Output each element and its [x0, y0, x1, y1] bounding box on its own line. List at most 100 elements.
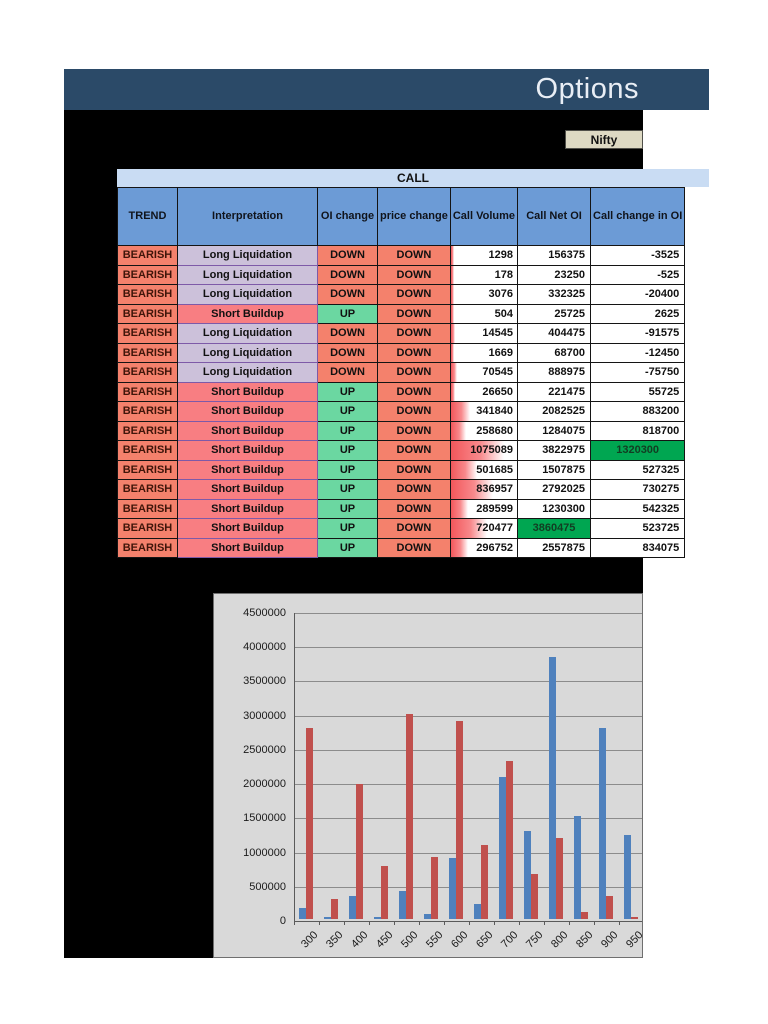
volume-databar [451, 519, 488, 538]
blue-bar [324, 917, 331, 919]
x-axis-category-label: 550 [423, 929, 445, 951]
red-bar [481, 845, 488, 919]
table-row: BEARISH Short Buildup UP DOWN 341840 2082525 8… [117, 401, 686, 422]
trend-cell: BEARISH [117, 362, 178, 383]
x-axis-category-label: 850 [573, 929, 595, 951]
call-net-oi-cell: 3860475 [517, 518, 592, 539]
trend-cell: BEARISH [117, 303, 178, 324]
call-volume-value: 501685 [476, 463, 514, 476]
call-net-oi-cell: 68700 [517, 342, 592, 363]
trend-cell: BEARISH [117, 420, 178, 441]
call-volume-cell: 341840 [449, 401, 519, 422]
blue-bar [424, 914, 431, 919]
volume-databar [451, 382, 456, 401]
blue-bar [524, 831, 531, 919]
call-net-oi-cell: 404475 [517, 323, 592, 344]
call-net-oi-cell: 1284075 [517, 420, 592, 441]
price-change-cell: DOWN [377, 264, 451, 285]
oi-change-cell: UP [317, 440, 378, 461]
x-axis-category-label: 800 [548, 929, 570, 951]
call-volume-cell: 1298 [449, 245, 519, 266]
call-change-in-oi-cell: -3525 [590, 245, 686, 266]
oi-change-cell: DOWN [317, 362, 378, 383]
interpretation-cell: Long Liquidation [177, 323, 318, 344]
y-axis-line [294, 613, 295, 921]
call-volume-value: 178 [494, 268, 514, 281]
call-net-oi-cell: 25725 [517, 303, 592, 324]
y-axis-tick-label: 2500000 [243, 743, 286, 756]
interpretation-cell: Long Liquidation [177, 284, 318, 305]
call-volume-cell: 296752 [449, 537, 519, 558]
x-axis-tick [569, 921, 570, 925]
price-change-cell: DOWN [377, 362, 451, 383]
red-bar [581, 912, 588, 919]
price-change-cell: DOWN [377, 323, 451, 344]
trend-cell: BEARISH [117, 537, 178, 558]
y-axis-tick-label: 4500000 [243, 607, 286, 619]
gridline [294, 886, 642, 888]
red-bar [306, 728, 313, 919]
call-table-body: BEARISH Long Liquidation DOWN DOWN 1298 15637… [117, 245, 686, 558]
column-header-call-net-oi: Call Net OI [517, 187, 592, 246]
table-row: BEARISH Short Buildup UP DOWN 289599 1230300 5… [117, 498, 686, 519]
call-volume-value: 26650 [482, 385, 514, 398]
x-axis-tick [594, 921, 595, 925]
call-volume-value: 504 [494, 307, 514, 320]
interpretation-cell: Short Buildup [177, 381, 318, 402]
call-options-table: TREND Interpretation OI change price change… [117, 187, 686, 558]
y-axis-tick-label: 1000000 [243, 846, 286, 859]
trend-cell: BEARISH [117, 264, 178, 285]
table-row: BEARISH Short Buildup UP DOWN 296752 2557875 8… [117, 537, 686, 558]
interpretation-cell: Short Buildup [177, 479, 318, 500]
blue-bar [624, 834, 631, 919]
call-volume-cell: 258680 [449, 420, 519, 441]
call-volume-cell: 14545 [449, 323, 519, 344]
oi-change-cell: UP [317, 537, 378, 558]
title-bar: Options [64, 69, 709, 110]
call-net-oi-cell: 1230300 [517, 498, 592, 519]
call-change-in-oi-cell: 834075 [590, 537, 686, 558]
blue-bar [349, 896, 356, 919]
call-change-in-oi-cell: -91575 [590, 323, 686, 344]
price-change-cell: DOWN [377, 518, 451, 539]
price-change-cell: DOWN [377, 381, 451, 402]
table-row: BEARISH Short Buildup UP DOWN 504 25725 2625 [117, 303, 686, 324]
y-axis-tick-label: 3500000 [243, 675, 286, 688]
oi-change-cell: UP [317, 518, 378, 539]
y-axis-tick-label: 500000 [249, 880, 286, 893]
call-change-in-oi-cell: -12450 [590, 342, 686, 363]
table-row: BEARISH Short Buildup UP DOWN 1075089 3822975… [117, 440, 686, 461]
x-axis-tick [369, 921, 370, 925]
x-axis-category-label: 600 [448, 929, 470, 951]
price-change-cell: DOWN [377, 420, 451, 441]
x-axis-line [294, 921, 642, 922]
interpretation-cell: Short Buildup [177, 498, 318, 519]
gridline [294, 715, 642, 717]
interpretation-cell: Long Liquidation [177, 264, 318, 285]
call-change-in-oi-cell: 2625 [590, 303, 686, 324]
trend-cell: BEARISH [117, 381, 178, 402]
blue-bar [474, 903, 481, 919]
x-axis-tick [394, 921, 395, 925]
blue-bar [599, 727, 606, 919]
column-header-call-volume: Call Volume [449, 187, 519, 246]
price-change-cell: DOWN [377, 342, 451, 363]
y-axis-tick-label: 3000000 [243, 709, 286, 722]
red-bar [631, 916, 638, 919]
x-axis-tick [344, 921, 345, 925]
volume-databar [451, 363, 458, 382]
volume-databar [451, 343, 455, 362]
call-net-oi-cell: 2082525 [517, 401, 592, 422]
x-axis-category-label: 300 [298, 929, 320, 951]
call-volume-value: 720477 [476, 522, 514, 535]
call-change-in-oi-cell: 527325 [590, 459, 686, 480]
call-change-in-oi-cell: -75750 [590, 362, 686, 383]
call-net-oi-cell: 1507875 [517, 459, 592, 480]
call-change-in-oi-cell: 818700 [590, 420, 686, 441]
red-bar [456, 721, 463, 919]
x-axis-category-label: 500 [398, 929, 420, 951]
gridline [294, 613, 642, 614]
x-axis-category-label: 450 [373, 929, 395, 951]
interpretation-cell: Short Buildup [177, 420, 318, 441]
price-change-cell: DOWN [377, 537, 451, 558]
